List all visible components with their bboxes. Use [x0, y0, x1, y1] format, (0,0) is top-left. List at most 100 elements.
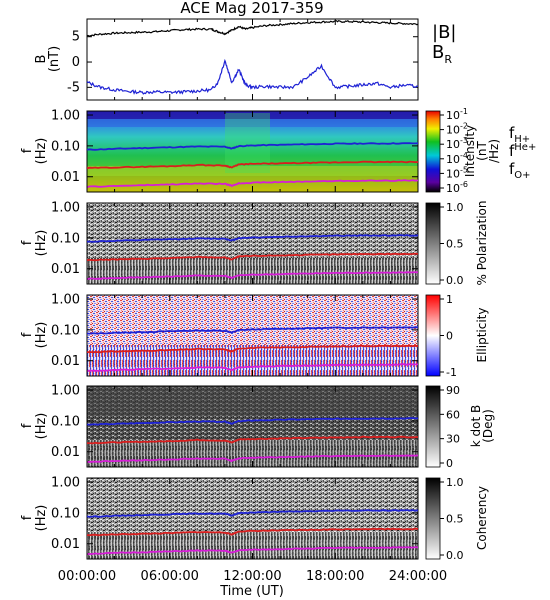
colorbar-tick-label: 10-3	[446, 136, 468, 151]
gyro-lines	[87, 234, 418, 281]
ylabel-f: f	[20, 332, 35, 337]
panel-magnetic-field: 5 0 -5 B (nT)	[34, 18, 419, 101]
colorbar-ticks: 1.0 0.5 0.0 Coherency	[440, 476, 489, 562]
xtick-label: 24:00:00	[389, 569, 447, 584]
freq-axis: 1.00 0.10 0.01 f (Hz)	[20, 201, 418, 277]
colorbar-tick-label: 10-6	[446, 180, 468, 195]
colorbar-tick-value: 10	[446, 109, 460, 122]
colorbar-polarization-bar	[425, 202, 441, 285]
colorbar-tick-exponent: -2	[460, 122, 468, 131]
intensity-upper-band	[87, 119, 418, 127]
legend-absB: |B|	[432, 22, 456, 43]
colorbar-label: (nT	[475, 141, 489, 161]
colorbar-tick-value: 1.0	[446, 476, 464, 489]
xtick-label: 00:00:00	[58, 569, 116, 584]
ytick-label: 0.10	[51, 323, 80, 338]
colorbar-tick-label: 0	[446, 330, 453, 343]
fHe-line	[87, 527, 418, 537]
colorbar-tick-label: 10-4	[446, 151, 468, 166]
colorbar-tick-label: 10-5	[446, 165, 468, 180]
legend-BR: BR	[432, 42, 452, 66]
colorbar-tick-label: -1	[446, 366, 457, 379]
colorbar-tick-value: 60	[446, 408, 460, 421]
ytick-label: 0.01	[51, 445, 80, 460]
colorbar-ticks: 90 60 30 0 k dot B(Deg)	[440, 384, 495, 470]
legend-fO: fO+	[509, 160, 531, 181]
colorbar-ticks: 1.0 0.5 0.0 % Polarization	[440, 201, 489, 287]
fH-line	[87, 509, 418, 518]
legend-gyrofrequencies: fH+ fHe+ fO+	[509, 124, 536, 181]
ylabel-hz: (Hz)	[34, 138, 49, 165]
time-axis: 00:00:00 06:00:00 12:00:00 18:00:00 24:00:00…	[58, 19, 447, 599]
colorbar-tick-label: 60	[446, 408, 460, 421]
legend-fHe-main: f	[509, 142, 515, 160]
time-axis-label: Time (UT)	[219, 584, 284, 599]
fHe-line	[87, 160, 418, 170]
gyro-lines	[87, 326, 418, 372]
panel-k-dot-b	[86, 385, 419, 468]
colorbar-tick-value: 10	[446, 124, 460, 137]
panel-polarization	[86, 202, 419, 285]
colorbar-tick-label: 0.0	[446, 274, 464, 287]
colorbar-tick-value: 10	[446, 167, 460, 180]
fH-line	[87, 142, 418, 151]
ytick-label: 0.01	[51, 354, 80, 369]
kdotb-spectrogram	[87, 386, 418, 467]
legend-fO-main: f	[509, 160, 515, 178]
colorbar-tick-value: 90	[446, 384, 460, 397]
freq-axis: 1.00 0.10 0.01 f (Hz)	[20, 384, 418, 460]
colorbar-label: Coherency	[475, 486, 489, 550]
ytick-label: 0.01	[51, 537, 80, 552]
ytick-label: 0.10	[51, 506, 80, 521]
colorbar-tick-label: 1.0	[446, 476, 464, 489]
colorbar-label: Ellipticity	[475, 308, 489, 363]
ylabel-f: f	[20, 148, 35, 153]
legend-fO-sub: O+	[514, 170, 530, 181]
fHe-line	[87, 252, 418, 262]
gyro-lines	[87, 417, 418, 463]
colorbar-tick-label: 0	[446, 457, 453, 470]
ytick-label: 1.00	[51, 109, 80, 124]
legend-fH-sub: H+	[514, 134, 530, 145]
ylabel-B-units: (nT)	[47, 46, 62, 72]
ytick-label: 0.10	[51, 139, 80, 154]
fHe-line	[87, 435, 418, 445]
ytick-label: 0.10	[51, 414, 80, 429]
colorbar-tick-exponent: -4	[460, 151, 468, 160]
freq-axis: 1.00 0.10 0.01 f (Hz)	[20, 293, 418, 369]
ytick-label: -5	[67, 80, 80, 95]
legend-BR-sub: R	[444, 53, 452, 66]
colorbar-tick-value: 10	[446, 182, 460, 195]
freq-axis: 1.00 0.10 0.01 f (Hz)	[20, 109, 418, 185]
fH-line	[87, 234, 418, 243]
fO-line	[87, 271, 418, 281]
colorbar-ticks: 1 0 -1 Ellipticity	[440, 293, 489, 379]
colorbar-tick-exponent: -5	[460, 165, 468, 174]
gyro-lines	[87, 509, 418, 555]
panel-ellipticity	[86, 294, 419, 377]
coherency-spectrogram	[87, 478, 418, 559]
colorbar-tick-exponent: -6	[460, 180, 468, 189]
colorbar-tick-label: 1.0	[446, 201, 464, 214]
colorbar-tick-value: 0.0	[446, 274, 464, 287]
fH-line	[87, 326, 418, 335]
colorbar-tick-label: 10-2	[446, 122, 468, 137]
legend-BR-main: B	[432, 42, 444, 63]
colorbar-tick-value: 10	[446, 138, 460, 151]
panel-coherency	[86, 477, 419, 560]
colorbar-tick-value: 1.0	[446, 201, 464, 214]
colorbar-label: (Deg)	[481, 409, 495, 443]
colorbar-intensity-bar	[425, 110, 441, 193]
xtick-label: 12:00:00	[223, 569, 281, 584]
colorbar-label: Intensity	[463, 125, 477, 177]
ylabel-hz: (Hz)	[34, 230, 49, 257]
ytick-label: 0.10	[51, 231, 80, 246]
colorbar-label: k dot B	[469, 405, 483, 447]
colorbar-tick-label: 0.5	[446, 513, 464, 526]
colorbar-tick-label: 30	[446, 433, 460, 446]
fO-line	[87, 546, 418, 555]
colorbar-label: /Hz)	[487, 139, 501, 163]
fHe-line	[87, 344, 418, 354]
ylabel-f: f	[20, 515, 35, 520]
